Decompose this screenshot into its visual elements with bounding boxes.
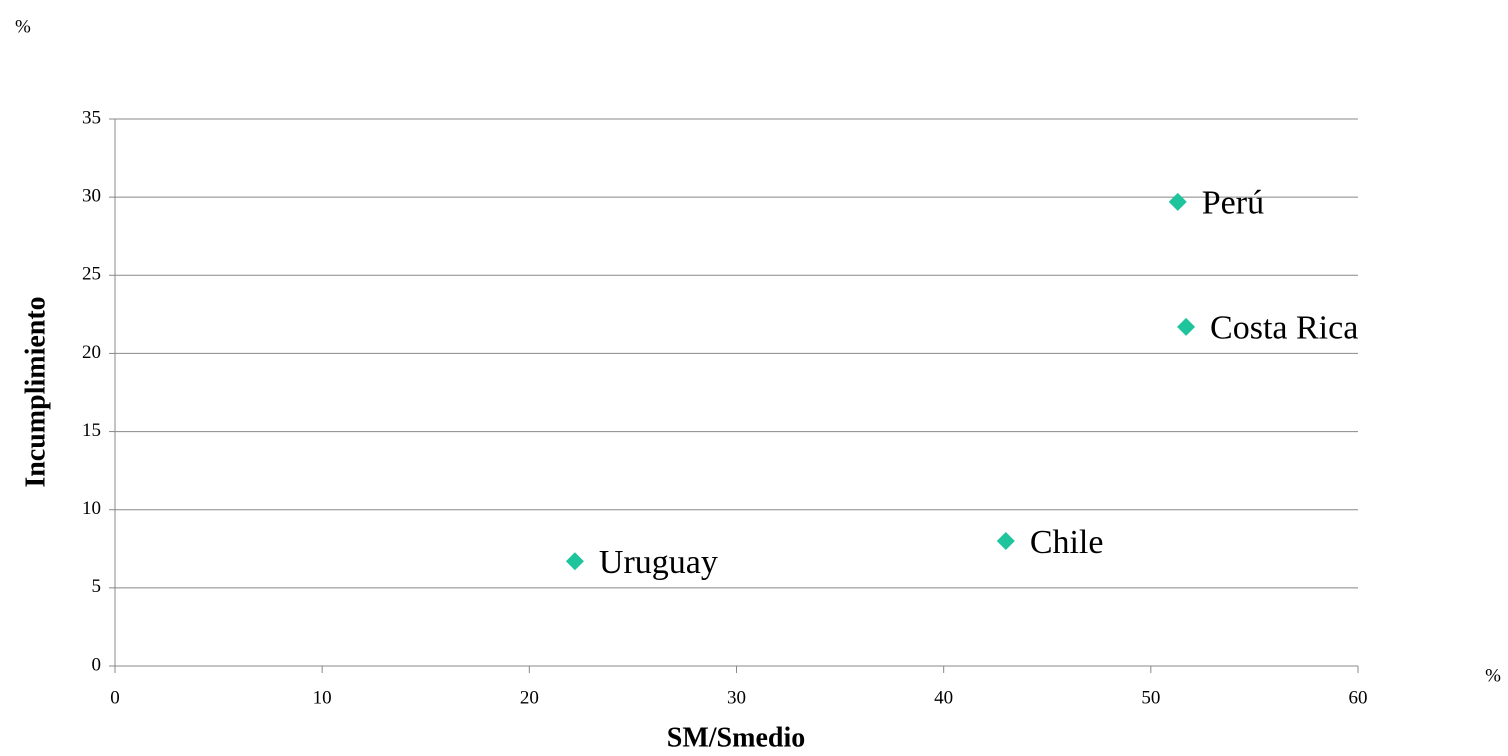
point-label: Perú — [1202, 185, 1264, 222]
y-tick-label: 0 — [92, 654, 102, 675]
y-axis-title: Incumplimiento — [20, 296, 51, 487]
point — [996, 531, 1015, 550]
point-label: Costa Rica — [1210, 310, 1358, 347]
x-tick-label: 60 — [1349, 687, 1368, 708]
y-tick-label: 5 — [92, 576, 102, 597]
x-tick-label: 30 — [727, 687, 746, 708]
y-tick-label: 20 — [82, 342, 101, 363]
point-label: Uruguay — [599, 544, 718, 581]
x-tick-label: 10 — [313, 687, 332, 708]
point — [1177, 317, 1196, 336]
y-tick-label: 30 — [82, 186, 101, 207]
x-axis-title: SM/Smedio — [667, 722, 805, 753]
y-tick-label: 35 — [82, 107, 101, 128]
y-tick-label: 25 — [82, 264, 101, 285]
x-unit: % — [1485, 665, 1501, 686]
point — [1168, 192, 1187, 211]
x-tick-label: 0 — [110, 687, 120, 708]
x-tick-label: 50 — [1141, 687, 1160, 708]
point — [565, 552, 584, 571]
x-tick-label: 40 — [934, 687, 953, 708]
point-label: Chile — [1030, 524, 1104, 561]
y-tick-label: 10 — [82, 498, 101, 519]
y-unit: % — [15, 16, 31, 37]
x-tick-label: 20 — [520, 687, 539, 708]
y-tick-label: 15 — [82, 420, 101, 441]
